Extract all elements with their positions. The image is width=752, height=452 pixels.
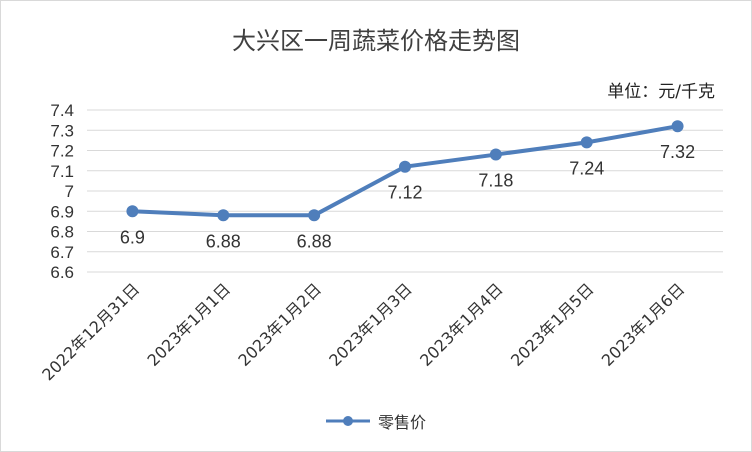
x-tick-label: 2023年1月1日	[144, 279, 235, 370]
data-point	[217, 209, 230, 222]
data-label: 6.9	[120, 227, 145, 247]
data-label: 7.12	[387, 183, 422, 203]
data-label: 6.88	[206, 231, 241, 251]
data-label: 7.24	[569, 158, 604, 178]
y-tick-label: 7	[65, 182, 74, 201]
data-point	[126, 205, 139, 218]
data-point	[399, 160, 411, 173]
data-point	[308, 209, 321, 222]
data-label: 7.32	[660, 142, 695, 162]
legend-label: 零售价	[377, 413, 426, 432]
y-tick-label: 7.1	[50, 162, 74, 181]
y-axis-ticks: 6.66.76.8 6.977.17.2 7.37.4	[50, 101, 74, 282]
y-tick-label: 7.4	[50, 101, 74, 120]
y-tick-label: 6.6	[50, 263, 74, 282]
y-tick-label: 6.8	[50, 223, 74, 242]
data-label: 6.88	[297, 231, 332, 251]
chart-title: 大兴区一周蔬菜价格走势图	[232, 27, 520, 55]
legend-swatch-icon	[325, 416, 370, 426]
data-point	[580, 136, 593, 149]
y-tick-label: 7.3	[50, 121, 74, 140]
data-label: 7.18	[478, 171, 513, 191]
x-tick-label: 2023年1月5日	[507, 279, 598, 370]
y-tick-label: 6.9	[50, 202, 74, 221]
data-labels: 6.9 6.88 6.88 7.12 7.18 7.24 7.32	[120, 142, 695, 251]
x-tick-label: 2023年1月3日	[325, 279, 416, 370]
series-layer	[126, 120, 684, 222]
legend: 零售价	[1, 409, 751, 433]
x-tick-label: 2023年1月6日	[598, 279, 689, 370]
y-tick-label: 7.2	[50, 142, 74, 161]
data-point	[489, 148, 502, 161]
x-tick-label: 2022年12月31日	[38, 279, 143, 384]
unit-note: 单位：元/千克	[607, 82, 715, 102]
x-tick-label: 2023年1月4日	[416, 279, 507, 370]
data-point	[671, 120, 684, 133]
y-tick-label: 6.7	[50, 243, 74, 262]
x-tick-label: 2023年1月2日	[234, 279, 325, 370]
x-axis-ticks: 2022年12月31日 2023年1月1日 2023年1月2日 2023年1月3日 20…	[38, 279, 688, 384]
